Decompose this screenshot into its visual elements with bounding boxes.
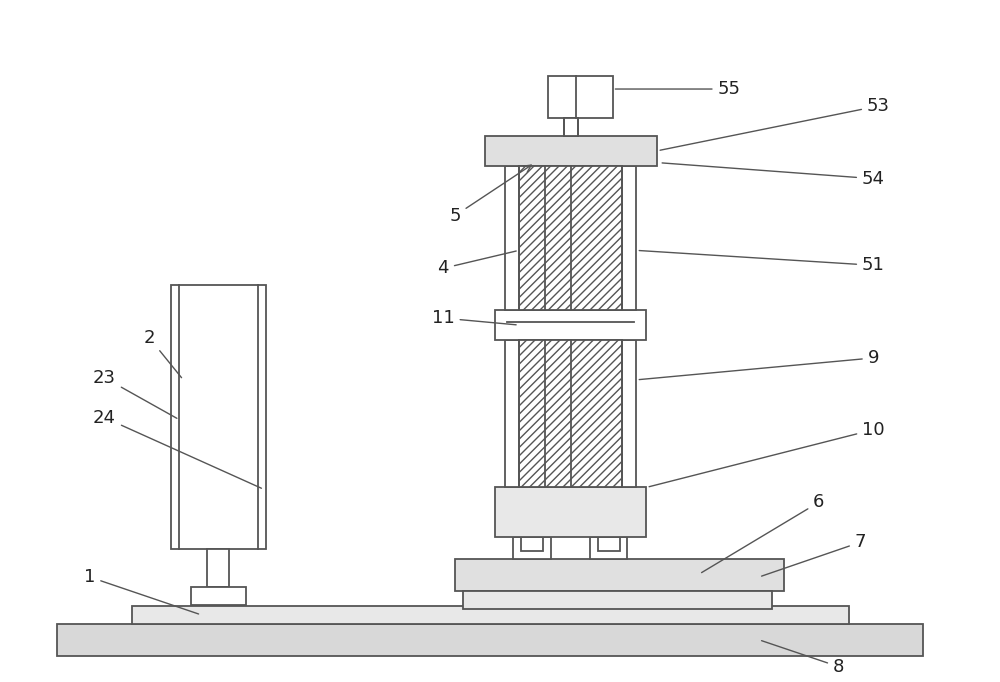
Text: 5: 5 [449,165,531,224]
Text: 51: 51 [639,250,885,274]
Text: 11: 11 [432,309,516,327]
Text: 2: 2 [144,329,182,378]
Text: 9: 9 [639,349,879,380]
Bar [564,118,578,136]
Bar [598,537,620,551]
Bar [207,549,229,587]
Bar [463,591,772,609]
Text: 4: 4 [437,251,516,278]
Text: 6: 6 [702,493,824,573]
Bar [191,587,246,605]
Bar [495,488,646,537]
Text: 1: 1 [84,568,199,614]
Bar [521,537,543,551]
Bar [513,537,551,559]
Bar [132,606,849,624]
Bar [505,340,636,488]
Text: 54: 54 [662,163,885,188]
Bar [171,285,266,549]
Bar [590,537,627,559]
Text: 7: 7 [762,533,866,576]
Bar [519,166,622,310]
Bar [485,136,657,166]
Text: 53: 53 [660,97,890,150]
Text: 24: 24 [93,409,261,488]
Bar [495,310,646,340]
Bar [505,166,636,310]
Text: 23: 23 [93,369,177,418]
Bar [519,340,622,488]
Text: 8: 8 [762,640,844,676]
Bar [548,76,613,118]
Bar [57,624,923,655]
Text: 55: 55 [615,80,741,98]
Text: 10: 10 [649,421,885,487]
Bar [455,559,784,591]
